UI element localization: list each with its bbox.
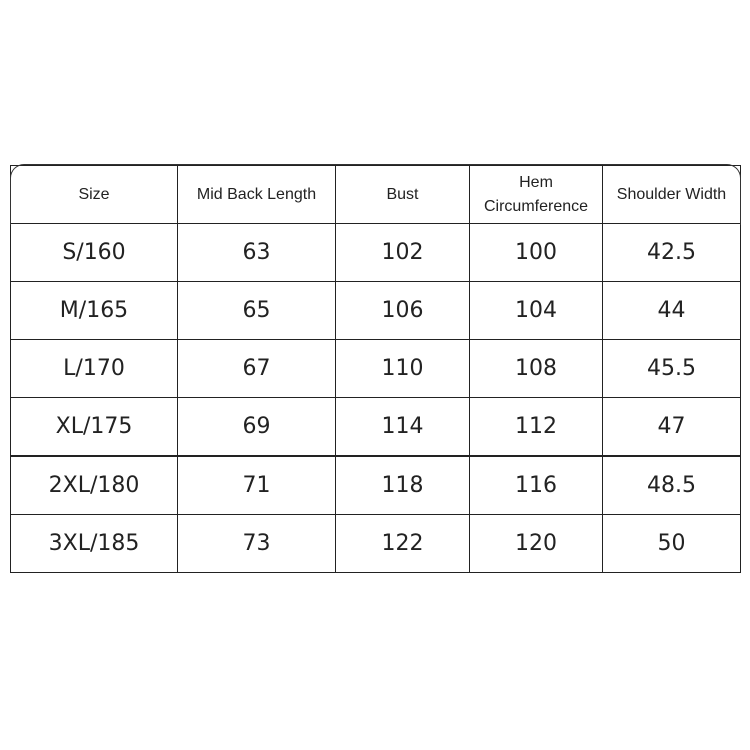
table-row: XL/175 69 114 112 47 bbox=[10, 397, 741, 457]
size-table: Size Mid Back Length Bust Hem Circumfere… bbox=[10, 165, 741, 573]
table-cell: 116 bbox=[469, 455, 603, 515]
table-cell: 112 bbox=[469, 397, 603, 457]
table-cell: 120 bbox=[469, 514, 603, 573]
table-cell: XL/175 bbox=[10, 397, 178, 457]
table-cell: M/165 bbox=[10, 281, 178, 340]
header-row: Size Mid Back Length Bust Hem Circumfere… bbox=[10, 165, 741, 224]
table-cell: 45.5 bbox=[602, 339, 741, 398]
table-cell: 65 bbox=[177, 281, 336, 340]
table-cell: 63 bbox=[177, 223, 336, 282]
table-cell: 44 bbox=[602, 281, 741, 340]
table-row: 3XL/185 73 122 120 50 bbox=[10, 514, 741, 573]
header-bust: Bust bbox=[335, 165, 470, 224]
table-cell: S/160 bbox=[10, 223, 178, 282]
table-cell: 2XL/180 bbox=[10, 455, 178, 515]
table-cell: 48.5 bbox=[602, 455, 741, 515]
header-shoulder-width: Shoulder Width bbox=[602, 165, 741, 224]
table-cell: 122 bbox=[335, 514, 470, 573]
table-cell: 3XL/185 bbox=[10, 514, 178, 573]
table-cell: L/170 bbox=[10, 339, 178, 398]
table-cell: 47 bbox=[602, 397, 741, 457]
table-cell: 104 bbox=[469, 281, 603, 340]
table-row: S/160 63 102 100 42.5 bbox=[10, 223, 741, 282]
table-cell: 69 bbox=[177, 397, 336, 457]
table-row: L/170 67 110 108 45.5 bbox=[10, 339, 741, 398]
size-chart: Size Mid Back Length Bust Hem Circumfere… bbox=[10, 164, 741, 573]
table-cell: 67 bbox=[177, 339, 336, 398]
table-cell: 73 bbox=[177, 514, 336, 573]
header-hem-circumference: Hem Circumference bbox=[469, 165, 603, 224]
table-cell: 42.5 bbox=[602, 223, 741, 282]
table-cell: 108 bbox=[469, 339, 603, 398]
table-cell: 106 bbox=[335, 281, 470, 340]
table-cell: 118 bbox=[335, 455, 470, 515]
table-row: 2XL/180 71 118 116 48.5 bbox=[10, 455, 741, 515]
header-mid-back-length: Mid Back Length bbox=[177, 165, 336, 224]
table-cell: 114 bbox=[335, 397, 470, 457]
header-size: Size bbox=[10, 165, 178, 224]
table-cell: 50 bbox=[602, 514, 741, 573]
table-cell: 102 bbox=[335, 223, 470, 282]
table-cell: 71 bbox=[177, 455, 336, 515]
table-row: M/165 65 106 104 44 bbox=[10, 281, 741, 340]
table-cell: 110 bbox=[335, 339, 470, 398]
table-cell: 100 bbox=[469, 223, 603, 282]
